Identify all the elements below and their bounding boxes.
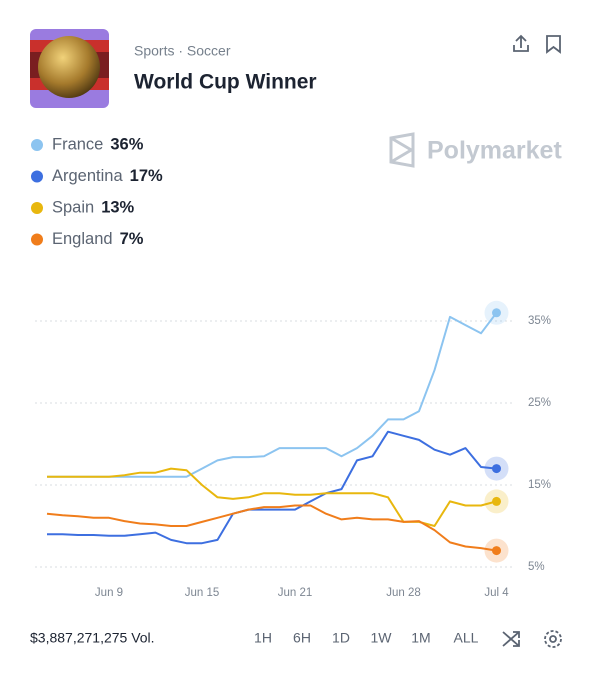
legend-name: Argentina bbox=[52, 167, 123, 185]
y-tick-label: 15% bbox=[528, 479, 551, 491]
range-button[interactable]: 1W bbox=[371, 630, 393, 646]
series-line bbox=[47, 430, 497, 545]
legend-value: 7% bbox=[120, 230, 144, 248]
series-line bbox=[47, 467, 497, 527]
range-button[interactable]: ALL bbox=[454, 630, 479, 646]
bookmark-button[interactable] bbox=[546, 35, 561, 54]
x-tick-label: Jun 28 bbox=[386, 587, 421, 599]
market-title: World Cup Winner bbox=[134, 71, 317, 94]
y-tick-label: 35% bbox=[528, 315, 551, 327]
y-tick-label: 5% bbox=[528, 561, 545, 573]
y-tick-label: 25% bbox=[528, 397, 551, 409]
legend-name: France bbox=[52, 135, 103, 153]
market-icon bbox=[30, 29, 109, 108]
legend-name: Spain bbox=[52, 198, 94, 216]
settings-button[interactable] bbox=[544, 630, 562, 648]
x-tick-label: Jun 21 bbox=[278, 587, 313, 599]
range-button[interactable]: 1M bbox=[411, 630, 430, 646]
legend-value: 17% bbox=[130, 167, 163, 185]
volume: $3,887,271,275 Vol. bbox=[30, 630, 155, 646]
end-point bbox=[492, 546, 501, 556]
legend-dot bbox=[31, 139, 43, 151]
legend-dot bbox=[31, 202, 43, 214]
legend-dot bbox=[31, 233, 43, 246]
x-tick-label: Jul 4 bbox=[484, 587, 509, 599]
series-line bbox=[47, 312, 498, 478]
legend-value: 13% bbox=[101, 198, 134, 216]
end-point bbox=[492, 464, 501, 474]
breadcrumb: Sports · Soccer bbox=[134, 43, 231, 59]
range-button[interactable]: 1D bbox=[332, 630, 350, 646]
x-tick-label: Jun 9 bbox=[95, 587, 123, 599]
x-tick-label: Jun 15 bbox=[185, 587, 220, 599]
legend-name: England bbox=[52, 230, 113, 248]
legend-value: 36% bbox=[110, 135, 143, 153]
range-button[interactable]: 1H bbox=[254, 630, 272, 646]
brand-name: Polymarket bbox=[427, 137, 562, 165]
series-line bbox=[46, 504, 497, 552]
shuffle-button[interactable] bbox=[502, 631, 520, 647]
brand-logo bbox=[389, 132, 415, 168]
end-point bbox=[492, 496, 501, 506]
share-button[interactable] bbox=[513, 34, 529, 52]
end-point bbox=[492, 308, 501, 318]
legend-dot bbox=[31, 170, 43, 183]
range-button[interactable]: 6H bbox=[293, 630, 311, 646]
